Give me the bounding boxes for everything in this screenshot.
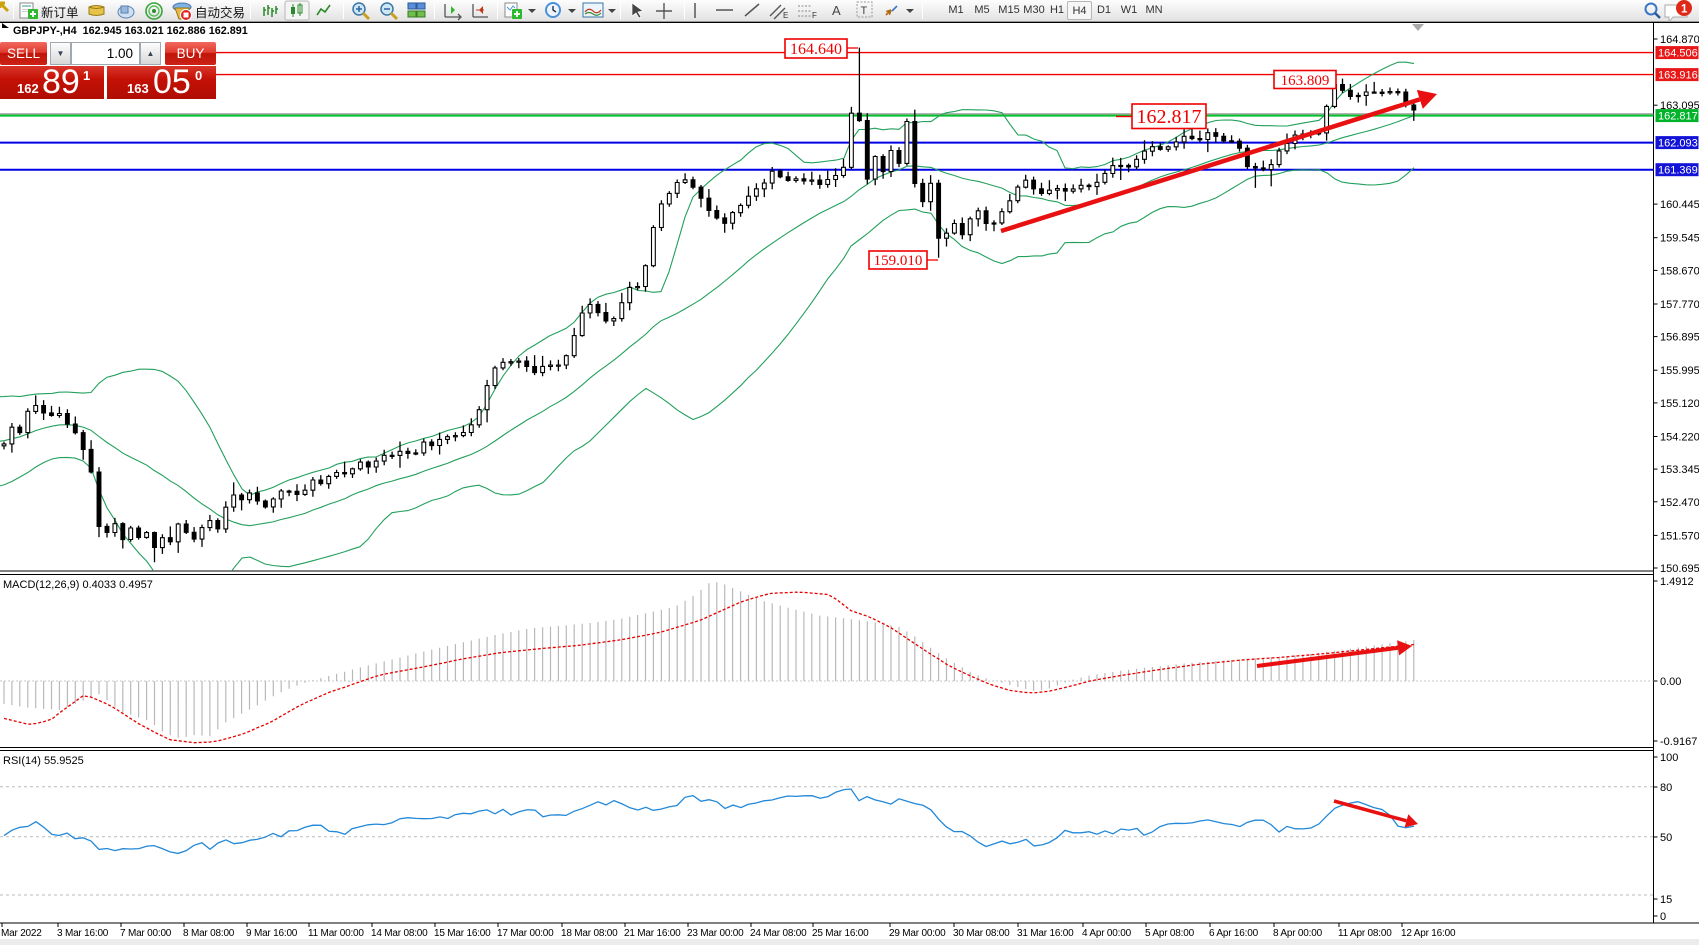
svg-text:154.220: 154.220 xyxy=(1660,432,1699,444)
svg-text:GBPJPY-,H4 162.945 163.021 16: GBPJPY-,H4 162.945 163.021 162.886 162.8… xyxy=(13,25,248,37)
svg-text:MACD(12,26,9) 0.4033 0.4957: MACD(12,26,9) 0.4033 0.4957 xyxy=(3,579,153,591)
svg-text:153.345: 153.345 xyxy=(1660,464,1699,476)
svg-text:162.817: 162.817 xyxy=(1658,111,1698,123)
svg-text:1.4912: 1.4912 xyxy=(1660,576,1694,588)
svg-text:100: 100 xyxy=(1660,752,1678,764)
svg-text:1: 1 xyxy=(1681,4,1688,16)
svg-text:152.470: 152.470 xyxy=(1660,497,1699,509)
svg-text:7 Mar 00:00: 7 Mar 00:00 xyxy=(120,928,172,939)
svg-text:E: E xyxy=(783,11,788,20)
svg-text:5 Apr 08:00: 5 Apr 08:00 xyxy=(1145,928,1195,939)
svg-text:11 Mar 00:00: 11 Mar 00:00 xyxy=(308,928,364,939)
svg-text:-0.9167: -0.9167 xyxy=(1660,736,1697,748)
svg-text:159.010: 159.010 xyxy=(874,253,923,269)
svg-text:23 Mar 00:00: 23 Mar 00:00 xyxy=(687,928,744,939)
svg-text:80: 80 xyxy=(1660,782,1672,794)
svg-text:162.817: 162.817 xyxy=(1137,106,1202,128)
svg-text:164.870: 164.870 xyxy=(1660,34,1699,46)
svg-text:8 Apr 00:00: 8 Apr 00:00 xyxy=(1273,928,1323,939)
svg-text:29 Mar 00:00: 29 Mar 00:00 xyxy=(889,928,946,939)
svg-text:21 Mar 16:00: 21 Mar 16:00 xyxy=(624,928,681,939)
svg-text:159.545: 159.545 xyxy=(1660,233,1699,245)
svg-text:161.369: 161.369 xyxy=(1658,165,1698,177)
svg-text:162.093: 162.093 xyxy=(1658,138,1698,150)
svg-text:157.770: 157.770 xyxy=(1660,299,1699,311)
svg-text:0.00: 0.00 xyxy=(1660,676,1681,688)
svg-text:155.995: 155.995 xyxy=(1660,365,1699,377)
svg-text:160.445: 160.445 xyxy=(1660,199,1699,211)
svg-text:155.120: 155.120 xyxy=(1660,398,1699,410)
svg-text:0: 0 xyxy=(1660,911,1666,923)
svg-text:Mar 2022: Mar 2022 xyxy=(1,928,42,939)
svg-text:25 Mar 16:00: 25 Mar 16:00 xyxy=(812,928,869,939)
svg-text:164.506: 164.506 xyxy=(1658,48,1698,60)
svg-text:11 Apr 08:00: 11 Apr 08:00 xyxy=(1338,928,1392,939)
svg-text:17 Mar 00:00: 17 Mar 00:00 xyxy=(497,928,554,939)
svg-text:31 Mar 16:00: 31 Mar 16:00 xyxy=(1017,928,1074,939)
svg-text:164.640: 164.640 xyxy=(790,41,842,58)
svg-text:9 Mar 16:00: 9 Mar 16:00 xyxy=(246,928,298,939)
svg-text:RSI(14) 55.9525: RSI(14) 55.9525 xyxy=(3,755,84,767)
svg-text:15 Mar 16:00: 15 Mar 16:00 xyxy=(434,928,491,939)
svg-text:50: 50 xyxy=(1660,832,1672,844)
svg-text:151.570: 151.570 xyxy=(1660,530,1699,542)
svg-text:4 Apr 00:00: 4 Apr 00:00 xyxy=(1082,928,1132,939)
svg-text:T: T xyxy=(861,5,868,17)
svg-text:6 Apr 16:00: 6 Apr 16:00 xyxy=(1209,928,1259,939)
svg-text:A: A xyxy=(832,3,841,18)
svg-text:14 Mar 08:00: 14 Mar 08:00 xyxy=(371,928,428,939)
svg-text:150.695: 150.695 xyxy=(1660,563,1699,575)
svg-text:156.895: 156.895 xyxy=(1660,332,1699,344)
svg-text:24 Mar 08:00: 24 Mar 08:00 xyxy=(750,928,807,939)
svg-text:15: 15 xyxy=(1660,894,1672,906)
svg-text:163.809: 163.809 xyxy=(1281,73,1330,89)
svg-text:18 Mar 08:00: 18 Mar 08:00 xyxy=(561,928,618,939)
svg-text:158.670: 158.670 xyxy=(1660,265,1699,277)
svg-text:30 Mar 08:00: 30 Mar 08:00 xyxy=(953,928,1010,939)
svg-text:3 Mar 16:00: 3 Mar 16:00 xyxy=(57,928,109,939)
svg-text:12 Apr 16:00: 12 Apr 16:00 xyxy=(1401,928,1456,939)
svg-text:8 Mar 08:00: 8 Mar 08:00 xyxy=(183,928,235,939)
svg-text:163.916: 163.916 xyxy=(1658,70,1698,82)
svg-text:F: F xyxy=(812,11,817,20)
